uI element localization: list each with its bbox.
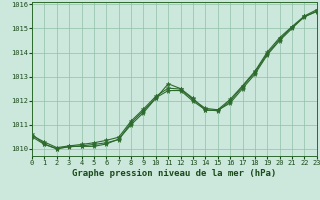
X-axis label: Graphe pression niveau de la mer (hPa): Graphe pression niveau de la mer (hPa) (72, 169, 276, 178)
